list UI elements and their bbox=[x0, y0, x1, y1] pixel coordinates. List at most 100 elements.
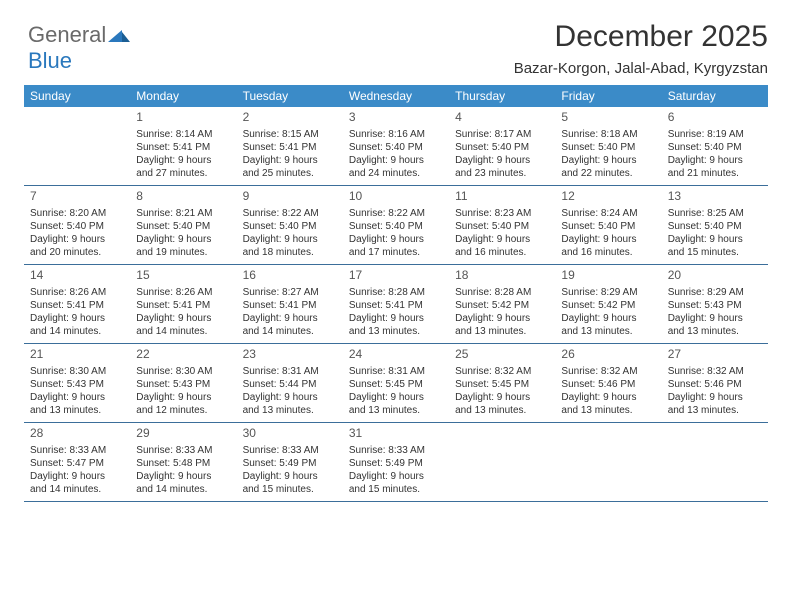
header-block: December 2025 Bazar-Korgon, Jalal-Abad, … bbox=[24, 20, 768, 77]
calendar-day: 11Sunrise: 8:23 AMSunset: 5:40 PMDayligh… bbox=[449, 186, 555, 264]
day-detail: and 14 minutes. bbox=[30, 483, 124, 496]
day-number: 30 bbox=[243, 426, 337, 442]
dow-sun: Sunday bbox=[24, 85, 130, 107]
day-detail: Sunset: 5:40 PM bbox=[455, 141, 549, 154]
day-detail: Daylight: 9 hours bbox=[561, 391, 655, 404]
calendar-day: 24Sunrise: 8:31 AMSunset: 5:45 PMDayligh… bbox=[343, 344, 449, 422]
calendar-day: 25Sunrise: 8:32 AMSunset: 5:45 PMDayligh… bbox=[449, 344, 555, 422]
day-number: 19 bbox=[561, 268, 655, 284]
day-detail: Sunrise: 8:31 AM bbox=[243, 365, 337, 378]
calendar-day bbox=[662, 423, 768, 501]
day-detail: and 23 minutes. bbox=[455, 167, 549, 180]
day-detail: Sunrise: 8:33 AM bbox=[136, 444, 230, 457]
day-detail: and 13 minutes. bbox=[668, 325, 762, 338]
day-detail: Daylight: 9 hours bbox=[136, 233, 230, 246]
day-detail: Sunset: 5:40 PM bbox=[136, 220, 230, 233]
dow-thu: Thursday bbox=[449, 85, 555, 107]
day-detail: Sunrise: 8:17 AM bbox=[455, 128, 549, 141]
day-detail: Daylight: 9 hours bbox=[561, 312, 655, 325]
day-detail: and 14 minutes. bbox=[136, 483, 230, 496]
day-detail: Daylight: 9 hours bbox=[243, 154, 337, 167]
day-detail: Daylight: 9 hours bbox=[668, 391, 762, 404]
logo-text-1: General bbox=[28, 22, 106, 47]
day-number: 31 bbox=[349, 426, 443, 442]
day-detail: and 19 minutes. bbox=[136, 246, 230, 259]
day-detail: Sunrise: 8:33 AM bbox=[349, 444, 443, 457]
calendar-day: 31Sunrise: 8:33 AMSunset: 5:49 PMDayligh… bbox=[343, 423, 449, 501]
brand-logo: General Blue bbox=[28, 22, 130, 74]
day-detail: Sunrise: 8:30 AM bbox=[30, 365, 124, 378]
calendar-day bbox=[24, 107, 130, 185]
day-detail: Sunrise: 8:21 AM bbox=[136, 207, 230, 220]
calendar-day: 26Sunrise: 8:32 AMSunset: 5:46 PMDayligh… bbox=[555, 344, 661, 422]
calendar-week: 7Sunrise: 8:20 AMSunset: 5:40 PMDaylight… bbox=[24, 186, 768, 265]
day-number: 10 bbox=[349, 189, 443, 205]
calendar-day: 3Sunrise: 8:16 AMSunset: 5:40 PMDaylight… bbox=[343, 107, 449, 185]
day-detail: Daylight: 9 hours bbox=[30, 233, 124, 246]
calendar-day: 13Sunrise: 8:25 AMSunset: 5:40 PMDayligh… bbox=[662, 186, 768, 264]
day-detail: Sunset: 5:49 PM bbox=[349, 457, 443, 470]
calendar-week: 14Sunrise: 8:26 AMSunset: 5:41 PMDayligh… bbox=[24, 265, 768, 344]
day-number: 29 bbox=[136, 426, 230, 442]
day-detail: Sunset: 5:41 PM bbox=[349, 299, 443, 312]
day-detail: Daylight: 9 hours bbox=[455, 233, 549, 246]
day-detail: and 15 minutes. bbox=[668, 246, 762, 259]
day-detail: and 24 minutes. bbox=[349, 167, 443, 180]
day-detail: Daylight: 9 hours bbox=[243, 470, 337, 483]
calendar-day: 6Sunrise: 8:19 AMSunset: 5:40 PMDaylight… bbox=[662, 107, 768, 185]
day-detail: Sunrise: 8:14 AM bbox=[136, 128, 230, 141]
day-detail: Sunrise: 8:31 AM bbox=[349, 365, 443, 378]
day-detail: Daylight: 9 hours bbox=[349, 391, 443, 404]
calendar-day: 21Sunrise: 8:30 AMSunset: 5:43 PMDayligh… bbox=[24, 344, 130, 422]
day-detail: Daylight: 9 hours bbox=[349, 154, 443, 167]
dow-wed: Wednesday bbox=[343, 85, 449, 107]
day-detail: Sunrise: 8:22 AM bbox=[243, 207, 337, 220]
day-number: 27 bbox=[668, 347, 762, 363]
day-detail: Sunset: 5:40 PM bbox=[668, 141, 762, 154]
day-number: 8 bbox=[136, 189, 230, 205]
day-number: 12 bbox=[561, 189, 655, 205]
calendar-day: 4 Sunrise: 8:17 AMSunset: 5:40 PMDaylight… bbox=[449, 107, 555, 185]
day-number: 6 bbox=[668, 110, 762, 126]
day-detail: Daylight: 9 hours bbox=[561, 233, 655, 246]
logo-text-2: Blue bbox=[28, 48, 72, 73]
day-detail: and 15 minutes. bbox=[349, 483, 443, 496]
day-detail: Sunset: 5:41 PM bbox=[30, 299, 124, 312]
day-detail: and 17 minutes. bbox=[349, 246, 443, 259]
month-title: December 2025 bbox=[24, 20, 768, 54]
day-detail: and 22 minutes. bbox=[561, 167, 655, 180]
day-detail: Sunrise: 8:28 AM bbox=[455, 286, 549, 299]
day-detail: and 18 minutes. bbox=[243, 246, 337, 259]
day-number: 23 bbox=[243, 347, 337, 363]
day-detail: Sunset: 5:47 PM bbox=[30, 457, 124, 470]
day-detail: and 13 minutes. bbox=[349, 325, 443, 338]
day-detail: and 27 minutes. bbox=[136, 167, 230, 180]
day-detail: Sunrise: 8:22 AM bbox=[349, 207, 443, 220]
day-detail: Sunrise: 8:33 AM bbox=[243, 444, 337, 457]
day-detail: and 12 minutes. bbox=[136, 404, 230, 417]
day-detail: Sunrise: 8:25 AM bbox=[668, 207, 762, 220]
day-detail: Sunrise: 8:28 AM bbox=[349, 286, 443, 299]
day-number: 3 bbox=[349, 110, 443, 126]
day-detail: Sunset: 5:40 PM bbox=[30, 220, 124, 233]
calendar-day: 12Sunrise: 8:24 AMSunset: 5:40 PMDayligh… bbox=[555, 186, 661, 264]
calendar-day bbox=[449, 423, 555, 501]
day-detail: and 13 minutes. bbox=[561, 325, 655, 338]
calendar-day: 19Sunrise: 8:29 AMSunset: 5:42 PMDayligh… bbox=[555, 265, 661, 343]
day-detail: Sunset: 5:41 PM bbox=[243, 299, 337, 312]
day-detail: Sunset: 5:40 PM bbox=[561, 141, 655, 154]
day-detail: Sunrise: 8:20 AM bbox=[30, 207, 124, 220]
day-detail: Sunset: 5:49 PM bbox=[243, 457, 337, 470]
day-detail: and 16 minutes. bbox=[455, 246, 549, 259]
day-number: 4 bbox=[455, 110, 549, 126]
day-detail: Sunset: 5:42 PM bbox=[561, 299, 655, 312]
day-detail: Daylight: 9 hours bbox=[136, 312, 230, 325]
day-detail: Sunrise: 8:23 AM bbox=[455, 207, 549, 220]
day-number: 25 bbox=[455, 347, 549, 363]
calendar-week: 1Sunrise: 8:14 AMSunset: 5:41 PMDaylight… bbox=[24, 107, 768, 186]
day-detail: Daylight: 9 hours bbox=[30, 470, 124, 483]
day-number: 2 bbox=[243, 110, 337, 126]
day-detail: and 13 minutes. bbox=[243, 404, 337, 417]
day-detail: Daylight: 9 hours bbox=[455, 154, 549, 167]
day-detail: Sunrise: 8:32 AM bbox=[668, 365, 762, 378]
